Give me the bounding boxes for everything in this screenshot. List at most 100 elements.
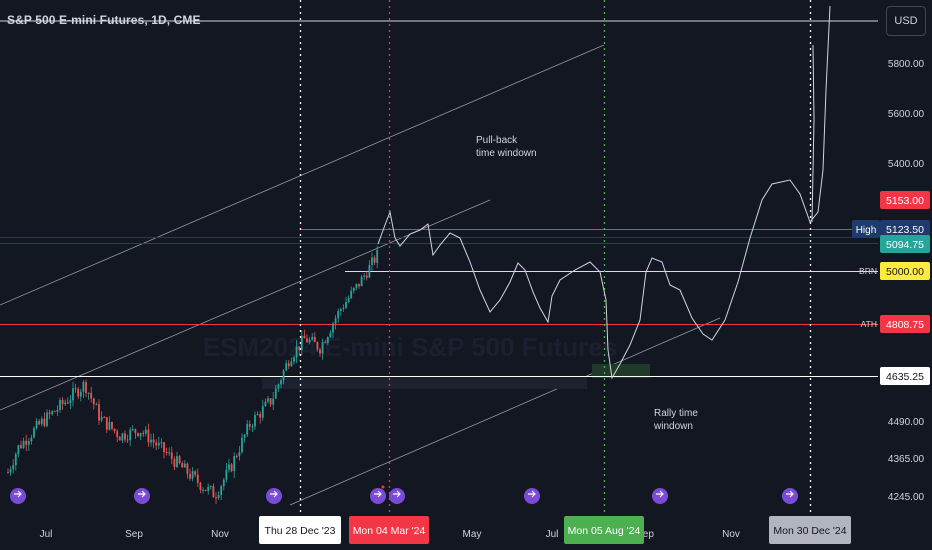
candle[interactable] <box>274 384 277 399</box>
candle[interactable] <box>186 462 189 479</box>
event-icon[interactable] <box>134 488 150 504</box>
candle[interactable] <box>181 460 184 468</box>
candle[interactable] <box>155 439 158 450</box>
candle[interactable] <box>235 453 238 459</box>
candle[interactable] <box>319 347 321 357</box>
candle[interactable] <box>267 396 269 404</box>
candle[interactable] <box>280 378 282 388</box>
candle[interactable] <box>25 434 28 452</box>
candle[interactable] <box>248 420 251 431</box>
candle[interactable] <box>368 260 371 279</box>
candle[interactable] <box>334 315 337 330</box>
event-icon[interactable] <box>389 488 405 504</box>
candle[interactable] <box>9 466 12 476</box>
candle[interactable] <box>38 418 41 426</box>
candle[interactable] <box>261 399 264 421</box>
candle[interactable] <box>233 452 236 478</box>
candle[interactable] <box>264 398 267 407</box>
candle[interactable] <box>59 397 61 413</box>
candle[interactable] <box>178 455 181 465</box>
candle[interactable] <box>352 287 355 294</box>
price-badge[interactable]: 5000.00 BRN <box>859 262 930 280</box>
candle[interactable] <box>225 463 228 483</box>
event-icon[interactable] <box>782 488 798 504</box>
candle[interactable] <box>134 428 137 439</box>
candle[interactable] <box>324 339 327 344</box>
candle[interactable] <box>61 397 64 410</box>
candle[interactable] <box>282 369 285 385</box>
candle[interactable] <box>199 481 202 494</box>
price-badge[interactable]: 4808.75 ATH <box>861 315 930 333</box>
candle[interactable] <box>303 329 306 339</box>
candle[interactable] <box>290 357 293 367</box>
candle[interactable] <box>17 444 20 458</box>
candle[interactable] <box>230 462 233 473</box>
candlestick-series[interactable] <box>7 245 379 504</box>
candle[interactable] <box>308 337 311 345</box>
candle[interactable] <box>194 470 197 478</box>
candle[interactable] <box>82 380 85 399</box>
candle[interactable] <box>98 399 100 426</box>
candle[interactable] <box>285 360 288 372</box>
candle[interactable] <box>376 245 379 269</box>
candle[interactable] <box>373 255 376 266</box>
candle[interactable] <box>355 283 358 291</box>
candle[interactable] <box>371 252 373 271</box>
candle[interactable] <box>118 435 121 441</box>
candle[interactable] <box>116 429 119 443</box>
candle[interactable] <box>124 430 126 443</box>
event-icon[interactable] <box>524 488 540 504</box>
candle[interactable] <box>111 421 113 431</box>
projection-spike[interactable] <box>811 44 815 223</box>
candle[interactable] <box>168 447 171 457</box>
candle[interactable] <box>152 433 155 449</box>
candle[interactable] <box>51 410 54 416</box>
candle[interactable] <box>22 437 25 450</box>
candle[interactable] <box>131 424 134 432</box>
candle[interactable] <box>20 440 22 449</box>
candle[interactable] <box>287 360 290 370</box>
candle[interactable] <box>48 409 51 420</box>
candle[interactable] <box>173 456 176 471</box>
candle[interactable] <box>66 397 69 405</box>
candle[interactable] <box>350 286 353 300</box>
currency-button[interactable]: USD <box>886 6 926 36</box>
candle[interactable] <box>129 427 132 447</box>
candle[interactable] <box>30 434 33 445</box>
candle[interactable] <box>209 485 212 490</box>
candle[interactable] <box>316 341 319 352</box>
candle[interactable] <box>92 397 95 410</box>
candle[interactable] <box>298 346 301 356</box>
candle[interactable] <box>137 432 139 438</box>
candle[interactable] <box>176 451 178 469</box>
channel-middle-line[interactable] <box>0 199 491 411</box>
candle[interactable] <box>79 388 82 402</box>
candle[interactable] <box>243 433 246 443</box>
candle[interactable] <box>77 386 80 400</box>
candle[interactable] <box>269 398 272 407</box>
candle[interactable] <box>144 426 147 437</box>
candle[interactable] <box>215 492 217 504</box>
candle[interactable] <box>64 399 67 406</box>
candle[interactable] <box>326 336 329 346</box>
candle[interactable] <box>272 391 275 411</box>
candle[interactable] <box>72 381 74 407</box>
candle[interactable] <box>40 416 43 427</box>
projection-path[interactable] <box>377 5 831 380</box>
candle[interactable] <box>95 402 98 406</box>
candle[interactable] <box>12 458 15 474</box>
candle[interactable] <box>183 460 186 468</box>
candle[interactable] <box>217 491 220 500</box>
candle[interactable] <box>85 379 87 397</box>
candle[interactable] <box>33 426 35 439</box>
candle[interactable] <box>293 355 295 365</box>
candle[interactable] <box>277 383 280 392</box>
candle[interactable] <box>189 468 191 481</box>
candle[interactable] <box>113 428 116 434</box>
candle[interactable] <box>358 283 360 289</box>
candle[interactable] <box>228 458 230 473</box>
candle[interactable] <box>196 468 199 487</box>
candle[interactable] <box>139 432 142 440</box>
candle[interactable] <box>121 432 124 444</box>
price-badge[interactable]: 5153.00 <box>880 191 930 209</box>
